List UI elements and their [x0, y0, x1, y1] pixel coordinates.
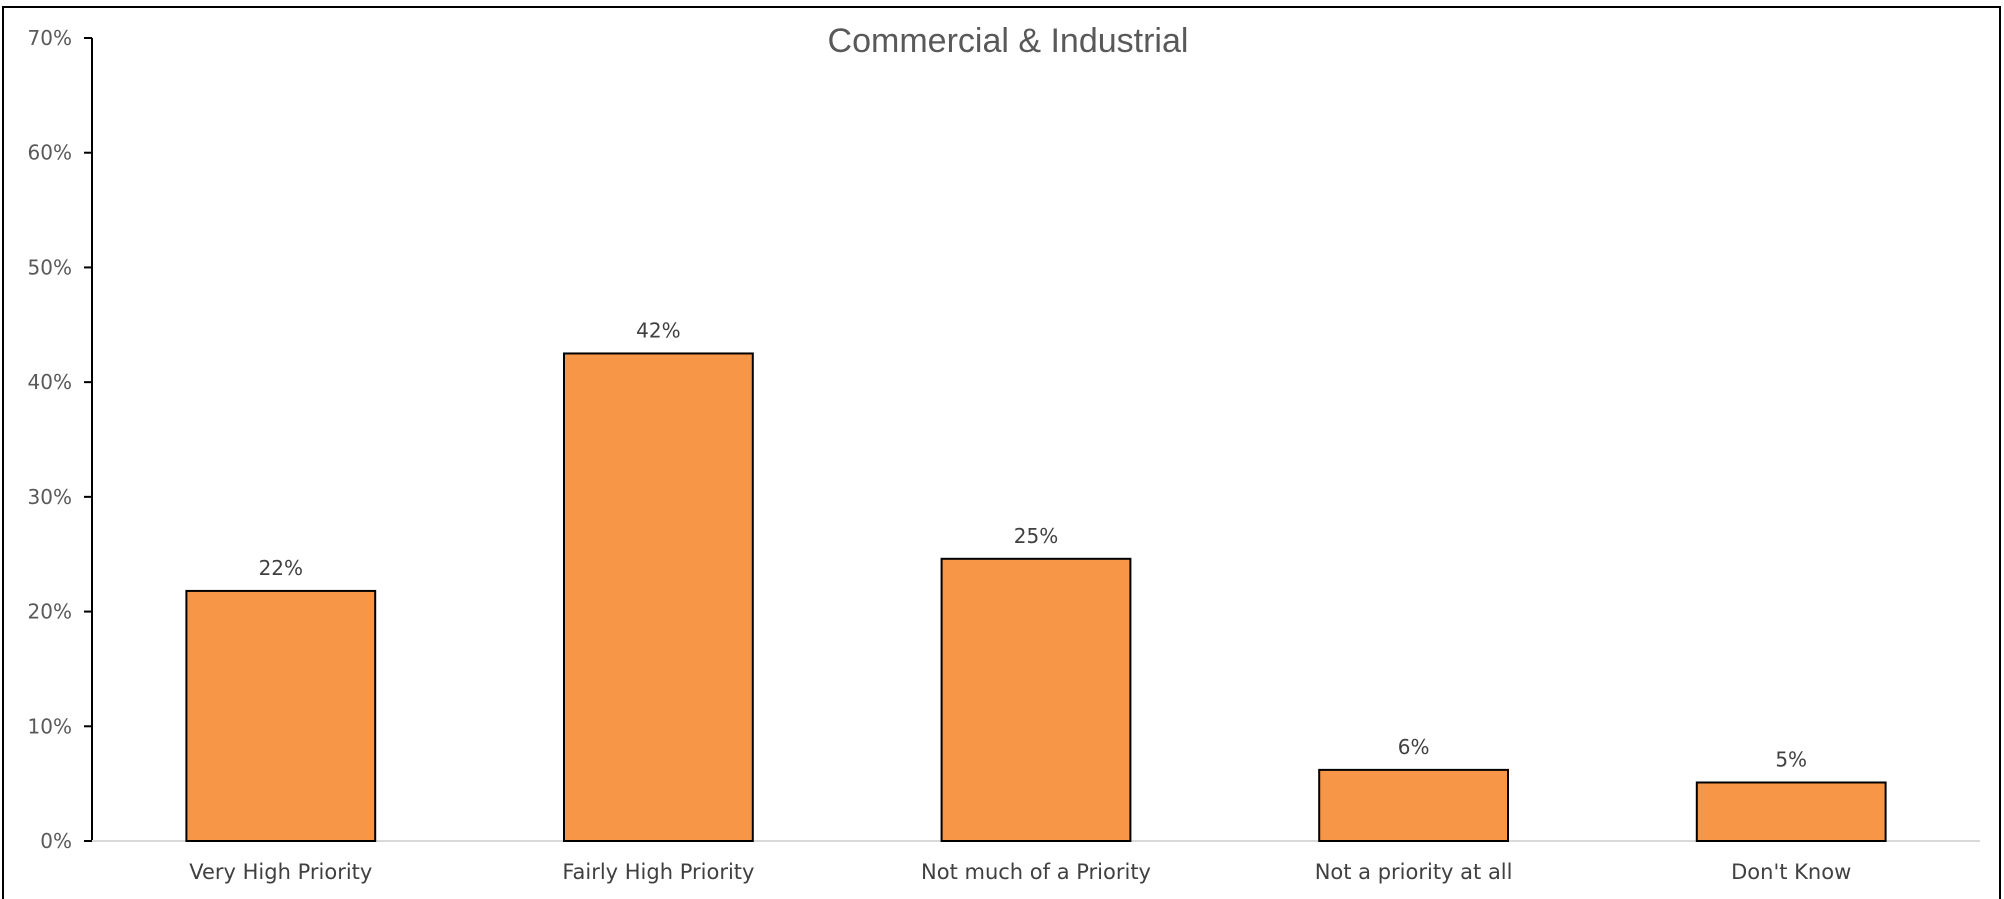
y-tick-label: 50% — [28, 255, 72, 279]
category-label: Not much of a Priority — [921, 860, 1151, 884]
bars — [185, 352, 1887, 843]
data-label: 5% — [1775, 747, 1807, 771]
y-tick-label: 60% — [28, 141, 72, 165]
data-label: 6% — [1398, 735, 1430, 759]
data-label: 22% — [259, 556, 303, 580]
bar — [940, 557, 1132, 842]
y-tick-label: 20% — [28, 600, 72, 624]
chart-title: Commercial & Industrial — [828, 22, 1189, 60]
y-tick-label: 10% — [28, 714, 72, 738]
category-label: Fairly High Priority — [562, 860, 754, 884]
bar — [1318, 768, 1509, 842]
category-label: Very High Priority — [189, 860, 372, 884]
data-label: 25% — [1014, 524, 1058, 548]
bar — [563, 352, 754, 842]
y-tick-label: 70% — [28, 26, 72, 50]
category-label: Not a priority at all — [1315, 860, 1513, 884]
labels: 0% 10% 20% 30% 40% 50% 60% 70% 22% Very High Prio… — [28, 26, 1852, 884]
bar-chart: Commercial & Industrial 0% 10% 20% 30% 40% 50… — [28, 22, 1980, 884]
y-tick-label: 30% — [28, 485, 72, 509]
y-tick-label: 0% — [40, 829, 72, 853]
chart-frame: Commercial & Industrial 0% 10% 20% 30% 40% 50… — [2, 6, 2001, 899]
y-tick-label: 40% — [28, 370, 72, 394]
bar — [1695, 781, 1887, 843]
bar — [185, 589, 377, 842]
data-label: 42% — [636, 318, 680, 342]
category-label: Don't Know — [1731, 860, 1851, 884]
